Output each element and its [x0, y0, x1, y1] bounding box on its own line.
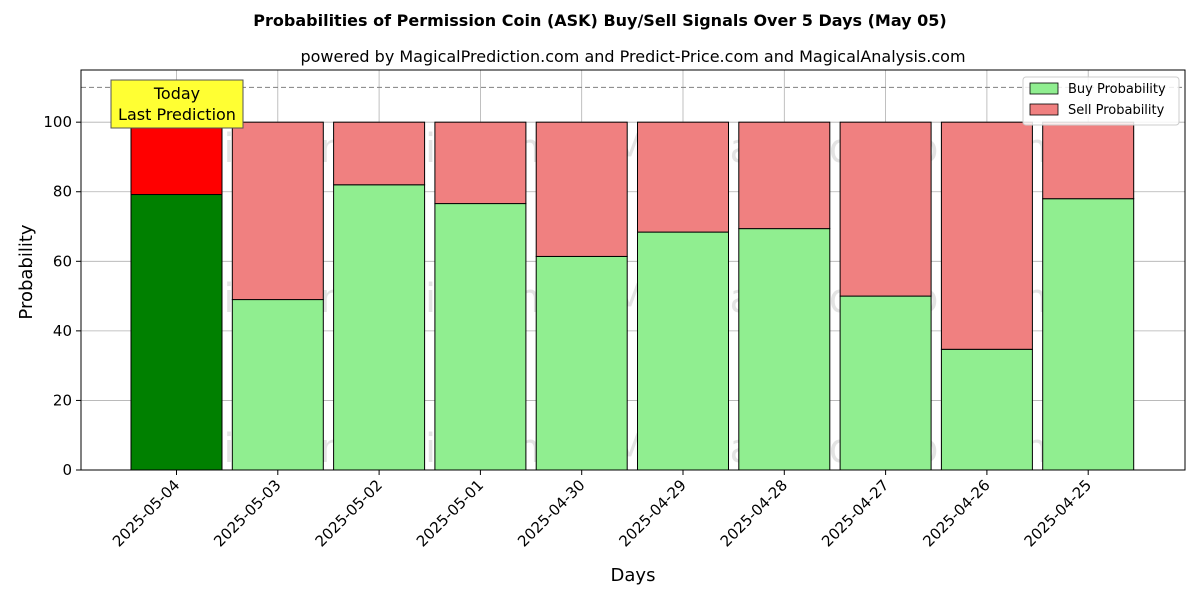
bars — [130, 121, 1135, 471]
x-tick-label: 2025-04-26 — [919, 476, 993, 550]
x-tick-label: 2025-04-27 — [818, 476, 892, 550]
bar-sell — [130, 121, 223, 196]
chart-title: Probabilities of Permission Coin (ASK) B… — [253, 11, 946, 30]
legend-label-buy: Buy Probability — [1068, 82, 1166, 97]
y-axis-label: Probability — [16, 224, 37, 319]
y-tick-label: 0 — [62, 461, 72, 479]
legend-swatch-sell — [1029, 103, 1059, 116]
y-tick-label: 20 — [53, 391, 72, 409]
y-tick-label: 60 — [53, 252, 72, 270]
bar-buy — [231, 299, 324, 471]
x-axis-label: Days — [611, 565, 656, 586]
bar-sell — [940, 121, 1033, 350]
x-tick-label: 2025-05-04 — [109, 476, 183, 550]
bar-buy — [535, 255, 628, 471]
y-tick-label: 80 — [53, 183, 72, 201]
bar-sell — [637, 121, 729, 233]
legend-swatch-buy — [1029, 82, 1059, 95]
legend-label-sell: Sell Probability — [1068, 103, 1165, 118]
bar-buy — [434, 203, 527, 471]
bar-sell — [839, 121, 932, 297]
legend-frame — [1022, 76, 1180, 126]
x-tick-label: 2025-04-30 — [514, 476, 588, 550]
bar-buy — [130, 194, 223, 471]
x-tick-label: 2025-04-28 — [717, 476, 791, 550]
x-tick-label: 2025-05-02 — [312, 476, 386, 550]
x-axis: 2025-05-04 2025-05-03 2025-05-02 2025-05-01… — [109, 470, 1095, 550]
legend: Buy Probability Sell Probability — [1022, 76, 1180, 126]
y-axis: 0 20 40 60 80 100 — [43, 113, 81, 479]
bar-buy — [738, 228, 831, 471]
y-tick-label: 40 — [53, 322, 72, 340]
bar-buy — [940, 348, 1033, 471]
annotation-line-1: Today — [153, 84, 200, 103]
x-tick-label: 2025-05-01 — [413, 476, 487, 550]
annotation-box — [110, 79, 244, 129]
bar-buy — [1042, 198, 1135, 471]
bar-buy — [637, 231, 729, 471]
chart-subtitle: powered by MagicalPrediction.com and Pre… — [300, 47, 965, 66]
y-tick-label: 100 — [43, 113, 72, 131]
x-tick-label: 2025-04-25 — [1021, 476, 1095, 550]
bar-sell — [333, 121, 426, 186]
x-tick-label: 2025-04-29 — [615, 476, 689, 550]
bar-sell — [231, 121, 324, 301]
bar-buy — [839, 295, 932, 471]
annotation-line-2: Last Prediction — [118, 105, 236, 124]
today-annotation: Today Last Prediction — [110, 79, 244, 129]
bar-sell — [434, 121, 527, 205]
bar-sell — [1042, 121, 1135, 200]
bar-sell — [535, 121, 628, 257]
bar-buy — [333, 184, 426, 471]
x-tick-label: 2025-05-03 — [210, 476, 284, 550]
bar-sell — [738, 121, 831, 230]
plot-frame — [80, 69, 1186, 471]
